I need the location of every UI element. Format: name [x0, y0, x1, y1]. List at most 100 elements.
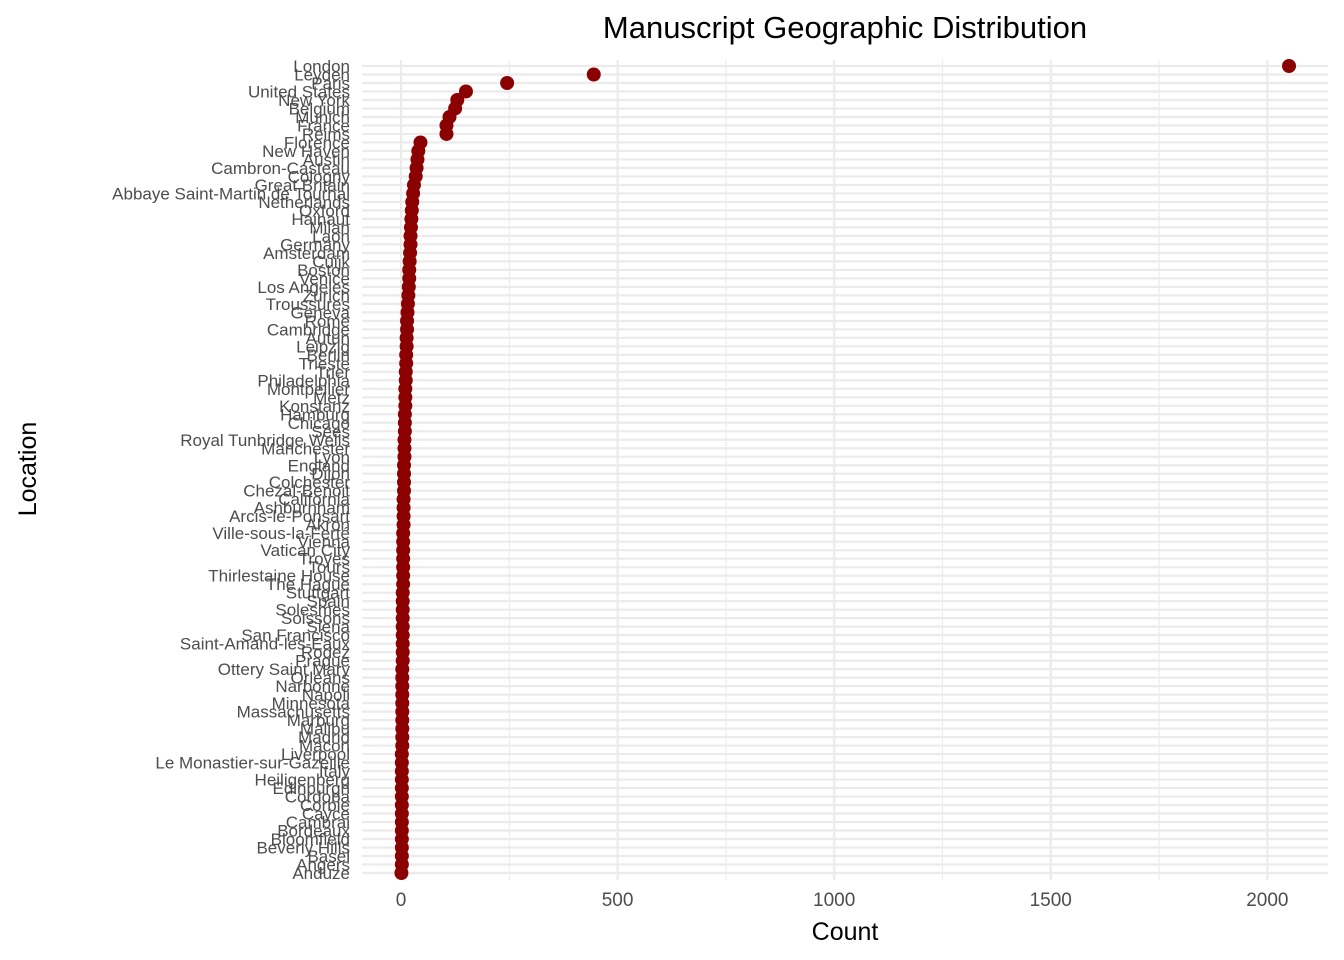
y-tick-label: Akron	[306, 516, 350, 535]
chart-title: Manuscript Geographic Distribution	[603, 10, 1087, 45]
y-tick-label: Basel	[307, 847, 350, 866]
grid	[362, 60, 1328, 880]
y-tick-label: Lyon	[314, 448, 350, 467]
data-point	[1282, 59, 1297, 73]
data-point	[439, 126, 454, 141]
data-point	[394, 866, 409, 880]
y-tick-label: Thirlestaine House	[208, 567, 350, 586]
data-point	[500, 75, 515, 90]
x-axis-tick-labels: 0 500 1000 1500 2000	[396, 890, 1289, 911]
y-tick-label: Napoli	[302, 686, 350, 705]
y-tick-label: London	[293, 57, 350, 76]
y-tick-label: Massachusetts	[237, 703, 350, 722]
x-axis-title: Count	[812, 918, 879, 946]
y-tick-label: Saint-Amand-les-Eaux	[180, 635, 351, 654]
y-tick-label: Leyden	[294, 65, 350, 84]
y-tick-label: Cambron-Casteau	[211, 159, 350, 178]
y-tick-label: Sées	[311, 422, 350, 441]
y-tick-label: New Haven	[262, 142, 350, 161]
x-tick-label: 1500	[1030, 890, 1072, 911]
y-tick-label: Manchester	[261, 439, 350, 458]
y-tick-label: Orléans	[290, 669, 350, 688]
y-tick-label: Macon	[299, 737, 350, 756]
y-tick-label: Florence	[284, 133, 350, 152]
y-tick-label: Ville-sous-la-Ferté	[212, 524, 350, 543]
y-tick-label: Abbaye Saint-Martin de Tournai	[112, 184, 350, 203]
y-tick-label: Laon	[312, 227, 350, 246]
y-tick-label: Geneva	[290, 303, 350, 322]
y-tick-label: Belgium	[289, 99, 350, 118]
y-tick-label: Hamburg	[280, 405, 350, 424]
y-tick-label: Zurich	[303, 286, 350, 305]
x-tick-label: 2000	[1246, 890, 1288, 911]
y-tick-label: Tours	[308, 558, 350, 577]
y-tick-label: Paris	[311, 74, 350, 93]
y-tick-label: Metz	[313, 388, 350, 407]
y-tick-label: Royal Tunbridge Wells	[180, 431, 350, 450]
y-tick-label: Berlin	[307, 346, 350, 365]
y-tick-label: Solesmes	[275, 601, 350, 620]
y-tick-label: Konstanz	[279, 397, 350, 416]
y-tick-label: Soissons	[281, 609, 350, 628]
data-point	[586, 67, 601, 82]
y-tick-label: San Francisco	[241, 626, 350, 645]
y-tick-label: Vienna	[297, 533, 350, 552]
y-tick-label: Troussures	[266, 295, 350, 314]
y-tick-label: Los Angeles	[257, 278, 350, 297]
y-tick-label: Bordeaux	[277, 822, 350, 841]
y-tick-label: Venice	[299, 269, 350, 288]
y-tick-label: Spain	[307, 592, 350, 611]
y-tick-label: California	[278, 490, 350, 509]
y-tick-label: United States	[248, 82, 350, 101]
y-tick-label: Hainaut	[291, 210, 350, 229]
y-tick-label: Anduze	[292, 864, 350, 883]
y-tick-label: Bloomfield	[271, 830, 350, 849]
y-tick-label: Italy	[319, 762, 351, 781]
data-point	[458, 84, 473, 99]
y-tick-label: Chezal-Benoit	[243, 482, 350, 501]
y-tick-label: Siena	[307, 618, 351, 637]
y-tick-label: Great Britain	[255, 176, 350, 195]
y-tick-label: Narbonne	[275, 677, 350, 696]
y-tick-label: Malibu	[300, 720, 350, 739]
y-tick-label: England	[288, 456, 350, 475]
y-tick-label: Heiligenberg	[255, 771, 350, 790]
y-tick-label: Le Monastier-sur-Gazeille	[155, 754, 350, 773]
y-tick-label: Rome	[305, 312, 350, 331]
y-tick-label: Reims	[302, 125, 350, 144]
y-tick-label: Leipzig	[296, 337, 350, 356]
y-tick-label: Liverpool	[281, 745, 350, 764]
y-tick-label: Madrid	[298, 728, 350, 747]
y-tick-label: Colchester	[269, 473, 351, 492]
y-tick-label: Marburg	[287, 711, 350, 730]
y-tick-label: Trieste	[299, 354, 350, 373]
y-tick-label: Autun	[306, 329, 350, 348]
y-tick-label: New York	[278, 91, 350, 110]
y-tick-label: Milan	[309, 218, 350, 237]
y-tick-label: Stuttgart	[286, 584, 351, 603]
y-tick-label: Netherlands	[258, 193, 350, 212]
y-tick-label: Corbie	[300, 796, 350, 815]
y-tick-label: Cuijk	[312, 252, 350, 271]
y-tick-label: Cambridge	[267, 320, 350, 339]
y-tick-label: Oxford	[299, 201, 350, 220]
y-tick-label: Dijon	[311, 465, 350, 484]
y-tick-label: Amsterdam	[263, 244, 350, 263]
y-tick-label: Vatican City	[261, 541, 351, 560]
y-tick-label: Austin	[303, 150, 350, 169]
y-tick-label: Boston	[297, 261, 350, 280]
y-tick-label: Germany	[280, 235, 350, 254]
y-tick-label: The Hague	[266, 575, 350, 594]
y-tick-label: Arcis-le-Ponsart	[229, 507, 350, 526]
y-tick-label: Prague	[295, 652, 350, 671]
y-tick-label: Ottery Saint Mary	[218, 660, 351, 679]
data-points	[394, 59, 1297, 880]
y-tick-label: Ashburnham	[254, 499, 350, 518]
y-tick-label: Beverly Hills	[256, 839, 350, 858]
y-tick-label: Trier	[316, 363, 351, 382]
x-tick-label: 0	[396, 890, 407, 911]
y-tick-label: Cambrai	[286, 813, 350, 832]
